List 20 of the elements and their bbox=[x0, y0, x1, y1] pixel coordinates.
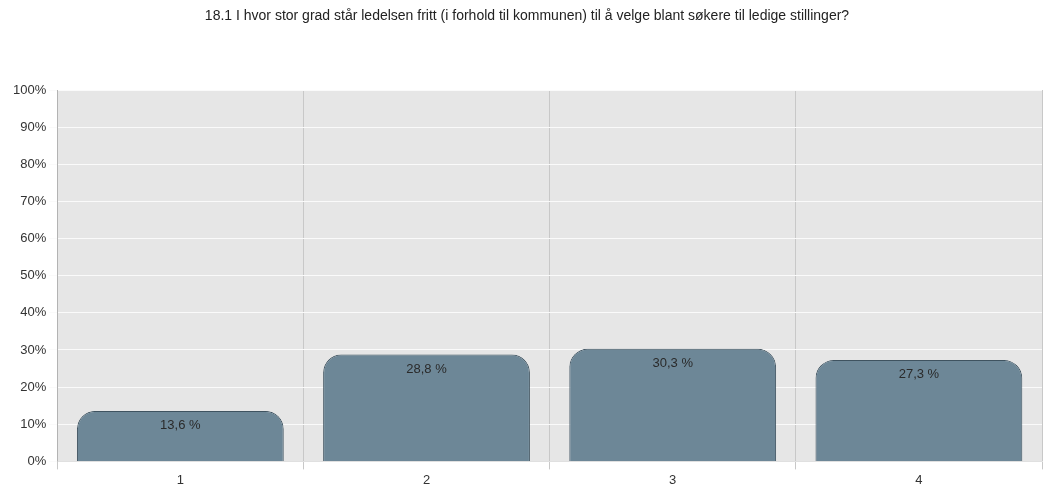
y-tick-label: 90% bbox=[20, 118, 47, 134]
y-tick-label: 80% bbox=[20, 155, 47, 171]
data-label: 28,8 % bbox=[406, 360, 448, 376]
data-label: 30,3 % bbox=[652, 354, 694, 370]
x-tick-label: 2 bbox=[422, 471, 431, 487]
y-tick-label: 0% bbox=[27, 452, 47, 468]
x-tick-label: 4 bbox=[915, 471, 923, 487]
y-tick-label: 100% bbox=[13, 81, 47, 97]
y-tick-label: 30% bbox=[20, 341, 47, 357]
chart-title: 18.1 I hvor stor grad står ledelsen fritt (i forhold til kommunen) til å velge blant søkere til ledige stillinger? bbox=[203, 6, 851, 25]
y-tick-label: 40% bbox=[20, 304, 47, 320]
y-tick-label: 10% bbox=[20, 415, 47, 431]
y-tick-label: 20% bbox=[20, 378, 47, 394]
x-tick-label: 3 bbox=[669, 471, 677, 487]
data-label: 13,6 % bbox=[160, 416, 202, 432]
y-tick-label: 60% bbox=[20, 230, 47, 246]
data-label: 27,3 % bbox=[898, 366, 940, 382]
y-tick-label: 50% bbox=[20, 267, 47, 283]
y-tick-label: 70% bbox=[20, 193, 47, 208]
x-tick-label: 1 bbox=[176, 471, 184, 487]
